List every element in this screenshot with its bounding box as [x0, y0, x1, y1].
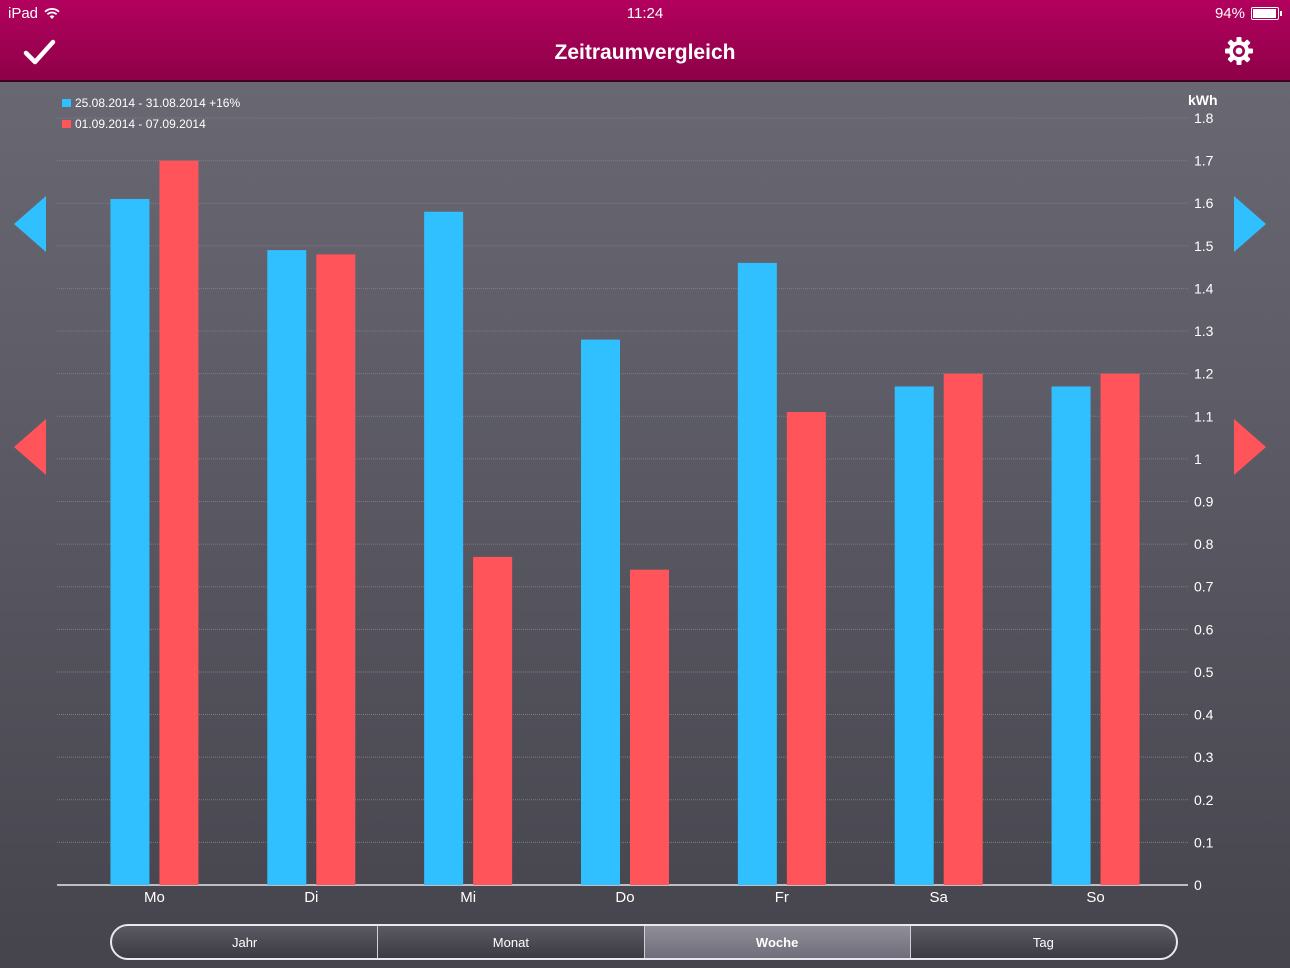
y-tick-label: 1.6 [1194, 195, 1214, 211]
prev-period-2-arrow-icon[interactable] [14, 419, 46, 475]
battery-percent: 94% [1214, 5, 1245, 22]
y-tick-label: 1.1 [1194, 408, 1214, 424]
y-tick-label: 1.8 [1194, 110, 1214, 126]
gear-icon [1225, 37, 1253, 65]
x-tick-label: Mo [144, 889, 165, 906]
next-period-2-arrow-icon[interactable] [1234, 419, 1266, 475]
tab-monat[interactable]: Monat [377, 926, 643, 958]
y-tick-label: 1.7 [1194, 153, 1214, 169]
bar-so-series-1 [1051, 386, 1091, 885]
legend-swatch-1 [62, 99, 71, 107]
done-button[interactable] [22, 36, 58, 70]
x-tick-label: Sa [930, 889, 949, 906]
y-tick-label: 0.9 [1194, 494, 1214, 510]
bar-do-series-1 [581, 339, 620, 886]
settings-button[interactable] [1224, 36, 1254, 66]
tab-jahr[interactable]: Jahr [231, 934, 258, 950]
tab-tag[interactable]: Tag [909, 926, 1176, 958]
page-title: Zeitraumvergleich [554, 41, 736, 64]
legend-label-1: 25.08.2014 - 31.08.2014 +16% [75, 96, 240, 110]
bar-mi-series-2 [473, 556, 513, 885]
bar-di-series-2 [316, 254, 356, 885]
next-period-1-arrow-icon[interactable] [1234, 196, 1266, 252]
bar-chart: 0 0.1 0.2 0.3 0.4 0.5 0.6 0.7 0.8 0.9 1 1.1 1.2 1.3 1.… [57, 92, 1218, 906]
bar-sa-series-1 [894, 386, 934, 885]
x-tick-label: Do [615, 889, 634, 906]
y-tick-label: 0 [1194, 877, 1202, 893]
legend-swatch-2 [62, 120, 71, 128]
bar-fr-series-2 [786, 412, 826, 885]
status-time: 11:24 [626, 5, 664, 22]
x-tick-label: So [1086, 889, 1104, 906]
carrier-label: iPad [8, 5, 39, 22]
x-tick-label: Fr [775, 889, 789, 906]
y-tick-label: 0.3 [1194, 749, 1214, 765]
y-axis-unit-label: kWh [1188, 92, 1218, 108]
tab-woche[interactable]: Woche [643, 926, 910, 958]
wifi-icon [44, 7, 60, 19]
y-tick-label: 1 [1194, 451, 1202, 467]
bar-sa-series-2 [943, 373, 983, 885]
period-segmented-control: Jahr Monat Woche Tag [110, 924, 1178, 960]
y-tick-label: 1.2 [1194, 366, 1214, 382]
y-tick-label: 1.5 [1194, 238, 1214, 254]
y-tick-label: 0.6 [1194, 621, 1214, 637]
y-tick-label: 1.4 [1194, 280, 1214, 296]
x-tick-label: Mi [460, 889, 476, 906]
bar-mi-series-1 [424, 211, 464, 885]
y-tick-label: 0.2 [1194, 792, 1214, 808]
battery-icon [1251, 7, 1279, 20]
bar-so-series-2 [1100, 373, 1140, 885]
y-tick-label: 0.5 [1194, 664, 1214, 680]
top-bar: iPad 11:24 94% Zeitraumvergleich [0, 0, 1290, 82]
status-carrier: iPad [8, 5, 60, 22]
bar-fr-series-1 [737, 262, 777, 885]
bar-do-series-2 [630, 569, 669, 885]
status-battery: 94% [1215, 5, 1282, 22]
checkmark-icon [23, 39, 56, 65]
legend-label-2: 01.09.2014 - 07.09.2014 [75, 117, 206, 131]
x-tick-label: Di [304, 889, 318, 906]
y-tick-label: 0.7 [1194, 579, 1214, 595]
y-tick-label: 1.3 [1194, 323, 1214, 339]
bar-mo-series-1 [110, 198, 150, 885]
y-tick-label: 0.1 [1194, 834, 1214, 850]
bar-di-series-1 [267, 250, 307, 885]
bar-mo-series-2 [159, 160, 199, 886]
prev-period-1-arrow-icon[interactable] [14, 196, 46, 252]
y-tick-label: 0.4 [1194, 707, 1214, 723]
y-tick-label: 0.8 [1194, 536, 1214, 552]
